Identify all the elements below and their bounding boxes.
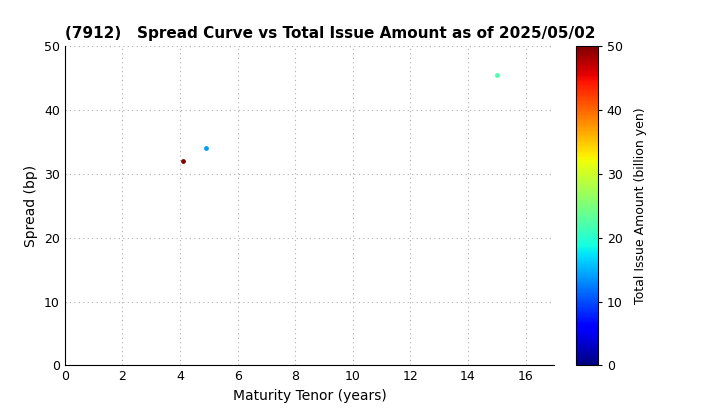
Point <box>491 71 503 78</box>
Y-axis label: Total Issue Amount (billion yen): Total Issue Amount (billion yen) <box>634 108 647 304</box>
X-axis label: Maturity Tenor (years): Maturity Tenor (years) <box>233 389 387 403</box>
Point <box>177 158 189 165</box>
Point <box>200 145 212 152</box>
Text: (7912)   Spread Curve vs Total Issue Amount as of 2025/05/02: (7912) Spread Curve vs Total Issue Amoun… <box>65 26 595 41</box>
Y-axis label: Spread (bp): Spread (bp) <box>24 165 38 247</box>
